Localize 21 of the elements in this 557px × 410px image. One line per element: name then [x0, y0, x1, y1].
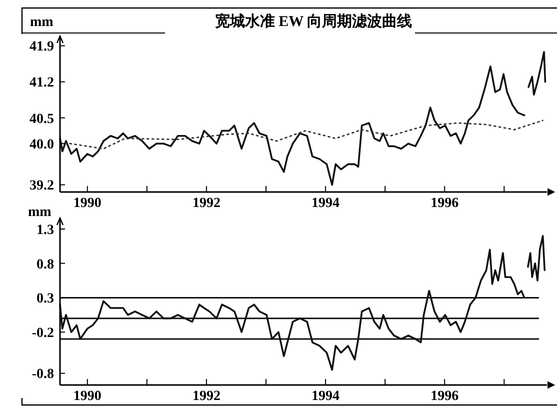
x-tick-label: 1996 — [430, 389, 459, 404]
x-tick-label: 1994 — [312, 196, 340, 211]
chart-title: 宽城水准 EW 向周期滤波曲线 — [214, 12, 412, 30]
y-tick-label: 0.3 — [36, 292, 54, 307]
y-axis-title: mm — [30, 15, 54, 30]
y-tick-label: 41.2 — [30, 76, 54, 91]
y-tick-label: 40.5 — [30, 112, 54, 127]
y-tick-label: 1.3 — [36, 222, 54, 238]
y-tick-label: 40.0 — [30, 138, 54, 153]
y-tick-label: -0.2 — [32, 326, 54, 341]
y-tick-label: -0.8 — [32, 367, 54, 382]
x-tick-label: 1994 — [312, 389, 340, 404]
y-tick-label: 39.2 — [30, 178, 54, 194]
x-tick-label: 1990 — [73, 389, 102, 404]
x-tick-label: 1992 — [192, 389, 220, 404]
x-tick-label: 1992 — [192, 196, 220, 211]
x-tick-label: 1990 — [73, 196, 102, 211]
y-axis-title: mm — [28, 205, 52, 220]
y-tick-label: 0.8 — [36, 257, 54, 272]
y-tick-label: 41.9 — [30, 40, 54, 55]
x-tick-label: 1996 — [430, 196, 459, 211]
